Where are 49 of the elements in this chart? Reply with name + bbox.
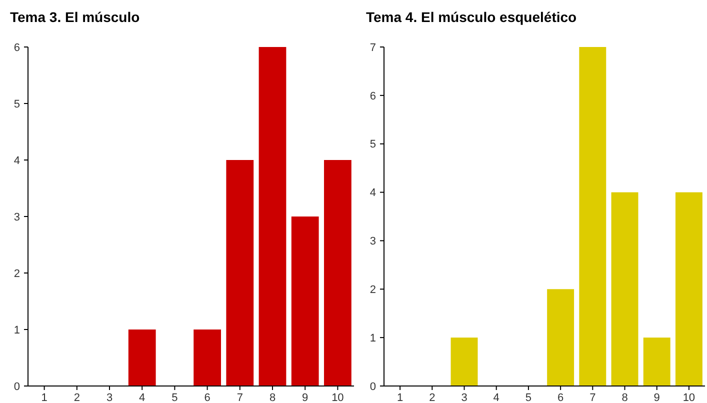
- bar: [324, 160, 352, 386]
- bar: [194, 330, 221, 386]
- x-tick-label: 3: [106, 392, 113, 403]
- bar: [291, 216, 319, 386]
- bar: [258, 47, 286, 386]
- x-tick-label: 7: [590, 392, 596, 403]
- x-tick-label: 3: [461, 392, 468, 403]
- y-tick-label: 6: [14, 42, 20, 54]
- y-tick-label: 3: [14, 211, 20, 224]
- x-tick-label: 4: [139, 392, 146, 403]
- x-tick-label: 2: [74, 392, 80, 403]
- y-tick-label: 1: [14, 324, 20, 336]
- x-tick-label: 5: [172, 392, 178, 403]
- y-tick-label: 6: [370, 90, 376, 102]
- bar: [675, 192, 702, 386]
- x-tick-label: 9: [302, 392, 308, 403]
- chart-title: Tema 4. El músculo esquelético: [366, 9, 577, 25]
- x-tick-label: 10: [332, 392, 344, 403]
- y-tick-label: 7: [370, 42, 376, 54]
- chart-title: Tema 3. El músculo: [10, 9, 140, 25]
- y-tick-label: 5: [14, 98, 20, 110]
- x-tick-label: 5: [525, 392, 532, 403]
- y-tick-label: 0: [14, 380, 20, 393]
- x-tick-label: 2: [429, 392, 436, 403]
- y-tick-label: 0: [370, 380, 376, 393]
- x-tick-label: 10: [682, 392, 696, 403]
- x-tick-label: 8: [269, 392, 276, 403]
- bar: [547, 289, 574, 386]
- x-tick-label: 6: [204, 392, 210, 403]
- y-tick-label: 4: [14, 154, 20, 167]
- bar: [226, 160, 254, 386]
- x-tick-label: 6: [557, 392, 564, 403]
- bar: [128, 330, 156, 386]
- x-tick-label: 1: [41, 392, 48, 403]
- bar: [579, 47, 606, 386]
- x-tick-label: 4: [493, 392, 500, 403]
- y-tick-label: 4: [370, 187, 376, 200]
- x-tick-label: 1: [396, 392, 404, 403]
- y-tick-label: 2: [14, 268, 20, 280]
- x-tick-label: 8: [622, 392, 628, 403]
- x-tick-label: 9: [654, 392, 660, 403]
- y-tick-label: 2: [370, 284, 376, 296]
- y-tick-label: 3: [370, 236, 376, 248]
- x-tick-label: 7: [236, 392, 243, 403]
- bar: [643, 338, 670, 386]
- bar: [450, 338, 478, 386]
- y-tick-label: 5: [370, 138, 376, 151]
- y-tick-label: 1: [370, 332, 376, 344]
- bar: [611, 192, 638, 386]
